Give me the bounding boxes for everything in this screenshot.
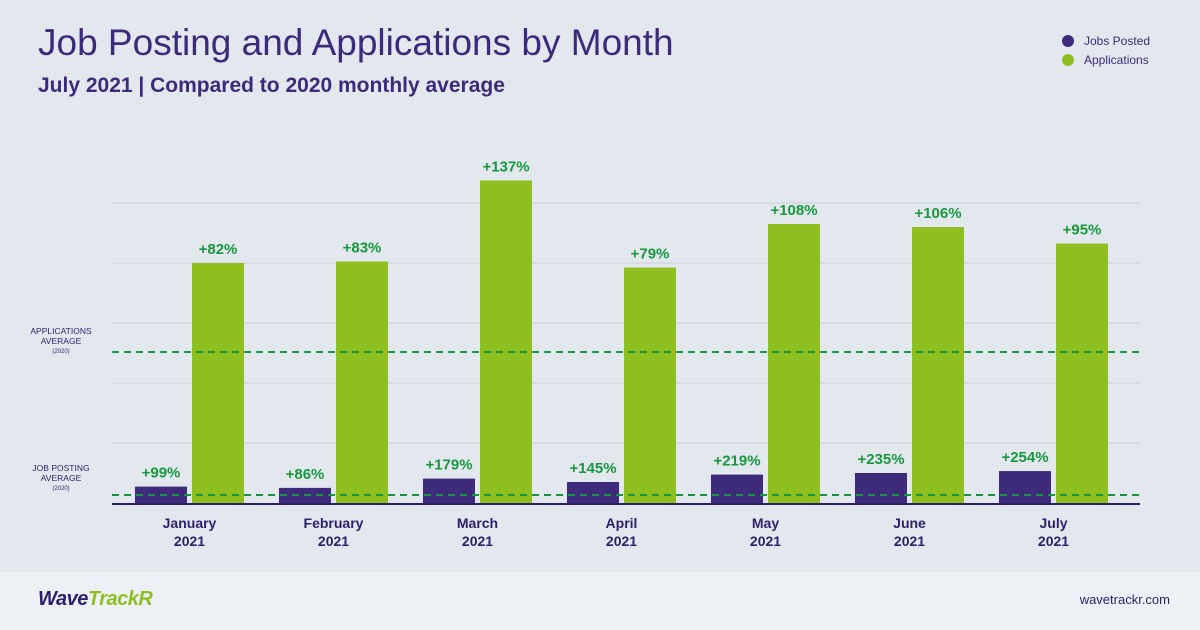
x-tick-label: March [457, 515, 498, 531]
bar-jobs-posted [855, 473, 907, 504]
legend-swatch-applications [1062, 53, 1074, 66]
x-tick-label: 2021 [606, 533, 637, 549]
data-label-applications: +95% [1063, 222, 1102, 239]
x-tick-label: 2021 [894, 533, 925, 549]
data-label-jobs-posted: +145% [569, 460, 616, 477]
chart-title: Job Posting and Applications by Month [38, 22, 674, 63]
legend-item-jobs-posted: Jobs Posted [1062, 31, 1150, 50]
website-link[interactable]: wavetrackr.com [1079, 592, 1170, 607]
x-tick-label: April [606, 515, 638, 531]
data-label-jobs-posted: +235% [857, 451, 904, 468]
bar-applications [1056, 243, 1108, 504]
data-label-jobs-posted: +219% [713, 453, 760, 470]
footer: WaveTrackR wavetrackr.com [0, 572, 1200, 630]
bar-applications [624, 267, 676, 504]
x-tick-label: June [893, 515, 926, 531]
x-tick-label: February [304, 515, 364, 531]
x-tick-label: 2021 [174, 533, 205, 549]
data-label-applications: +82% [199, 241, 238, 258]
bar-chart: +99% +86% +179% +145% +219% +235% +254% +82% +83… [30, 159, 1140, 549]
x-tick-label: 2021 [750, 533, 781, 549]
x-tick-label: May [752, 515, 779, 531]
logo-text-accent: TrackR [87, 588, 153, 610]
bar-applications [336, 261, 388, 504]
average-label-jobs-posted: (2020) [52, 486, 69, 492]
bar-applications [192, 263, 244, 504]
bar-applications [912, 227, 964, 504]
data-label-jobs-posted: +99% [142, 465, 181, 482]
chart-legend: Jobs Posted Applications [1062, 31, 1150, 69]
data-label-applications: +106% [914, 205, 961, 222]
x-tick-label: 2021 [318, 533, 349, 549]
average-label-jobs-posted: AVERAGE [41, 473, 82, 483]
chart-subtitle: July 2021 | Compared to 2020 monthly ave… [38, 74, 505, 97]
bar-jobs-posted [567, 482, 619, 504]
brand-logo: WaveTrackR [38, 588, 153, 611]
x-tick-label: 2021 [1038, 533, 1069, 549]
data-label-jobs-posted: +254% [1001, 449, 1048, 466]
average-label-applications: AVERAGE [41, 336, 82, 346]
x-tick-label: January [163, 515, 217, 531]
data-label-applications: +108% [770, 202, 817, 219]
x-tick-label: 2021 [462, 533, 493, 549]
bar-jobs-posted [999, 471, 1051, 504]
x-tick-label: July [1039, 515, 1067, 531]
legend-label-jobs-posted: Jobs Posted [1084, 33, 1151, 48]
legend-item-applications: Applications [1062, 50, 1150, 69]
data-label-applications: +137% [482, 159, 529, 176]
logo-text-main: Wave [38, 588, 88, 610]
average-label-jobs-posted: JOB POSTING [32, 463, 89, 473]
bar-jobs-posted [423, 478, 475, 504]
bar-applications [768, 224, 820, 504]
average-label-applications: (2020) [52, 349, 69, 355]
legend-label-applications: Applications [1084, 52, 1149, 67]
average-label-applications: APPLICATIONS [30, 326, 92, 336]
data-label-applications: +83% [343, 240, 382, 257]
bar-jobs-posted [711, 474, 763, 504]
data-label-jobs-posted: +179% [425, 457, 472, 474]
legend-swatch-jobs-posted [1062, 34, 1074, 47]
bar-applications [480, 180, 532, 504]
data-label-applications: +79% [631, 246, 670, 263]
data-label-jobs-posted: +86% [286, 466, 325, 483]
